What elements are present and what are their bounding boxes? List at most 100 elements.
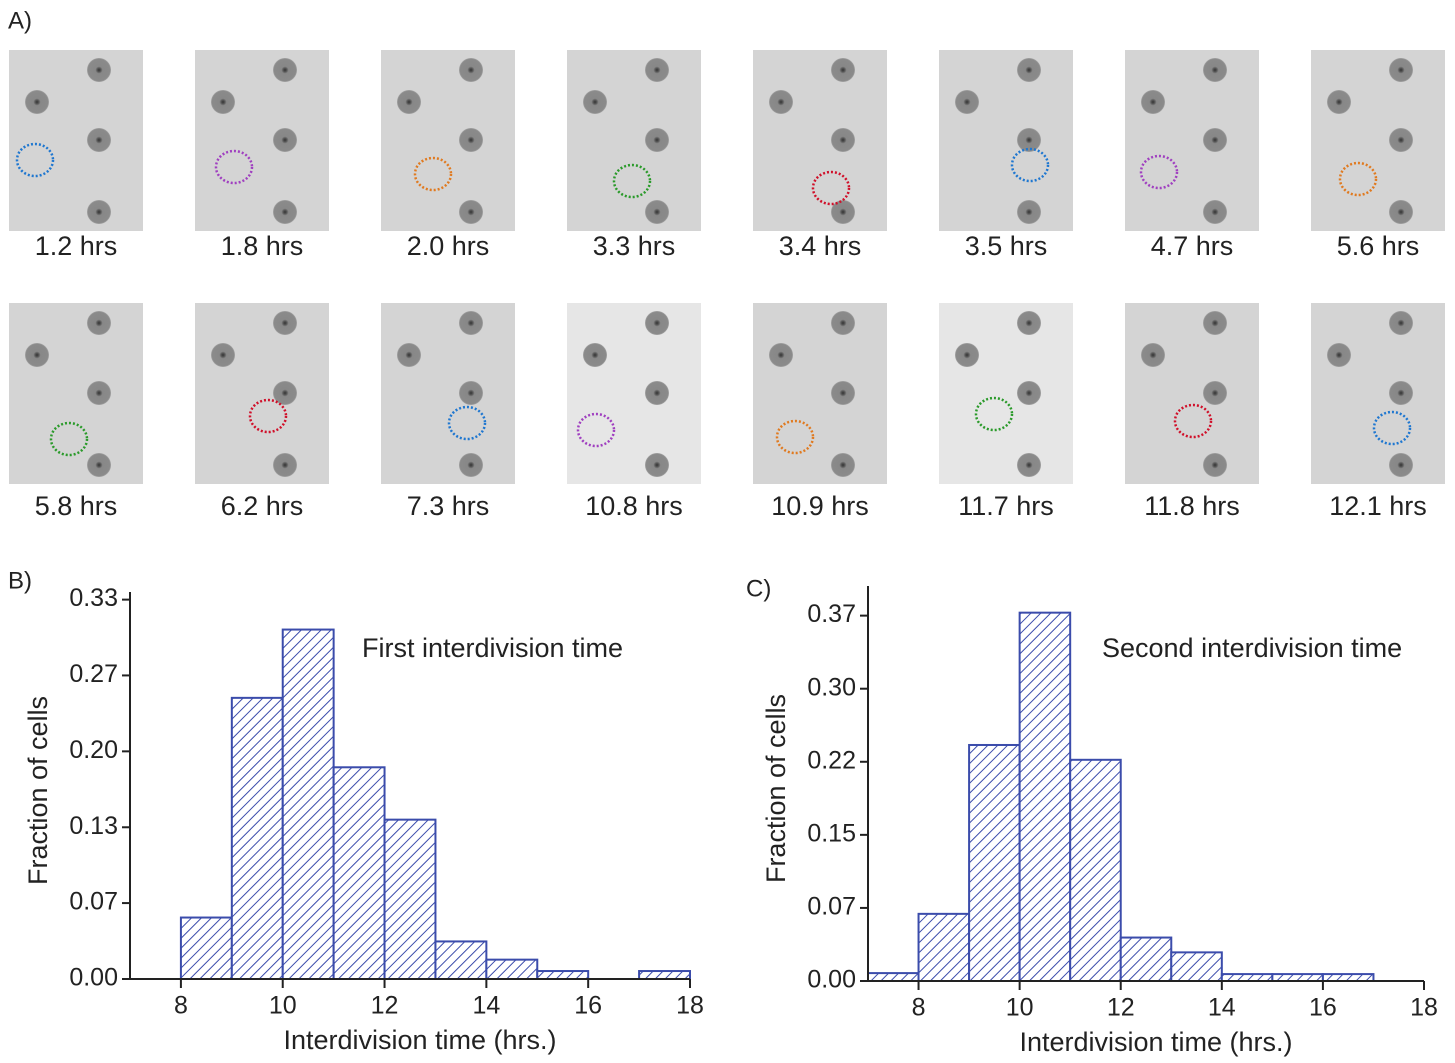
cell [1389,128,1413,152]
cell [397,90,421,114]
cell [831,128,855,152]
cell-outline [214,149,254,185]
cell [955,90,979,114]
cell-outline [1010,147,1050,183]
time-label: 3.4 hrs [779,231,862,261]
cell [459,58,483,82]
cell [459,381,483,405]
y-tick-label: 0.00 [807,966,856,994]
cell [87,381,111,405]
bar [638,970,691,980]
micrograph [753,50,887,231]
micrograph [1125,50,1259,231]
cell-outline [1372,410,1412,446]
cell [1389,381,1413,405]
time-label: 11.7 hrs [958,491,1054,521]
time-label: 11.8 hrs [1144,491,1240,521]
cell [397,343,421,367]
micrograph [567,50,701,231]
panel-label: A) [8,7,32,34]
x-tick-label: 18 [676,992,704,1020]
y-axis-label: Fraction of cells [23,696,53,885]
x-tick-label: 10 [269,992,297,1020]
y-tick-label: 0.07 [807,893,856,921]
y-tick-label: 0.07 [69,888,118,916]
cell [1017,311,1041,335]
bar [1119,936,1173,982]
cell [1389,200,1413,224]
cell [645,311,669,335]
y-tick-label: 0.00 [69,964,118,992]
cell-outline [1338,161,1378,197]
bar [281,628,335,980]
x-tick-label: 14 [472,992,500,1020]
panel-label: B) [8,567,32,594]
cell [645,58,669,82]
cell [583,90,607,114]
cell-outline [974,396,1014,432]
cell-outline [1139,154,1179,190]
micrograph [567,303,701,484]
cell [459,128,483,152]
micrograph [9,50,143,231]
cell-outline [612,163,652,199]
cell [645,128,669,152]
time-label: 2.0 hrs [407,231,490,261]
time-label: 1.8 hrs [221,231,304,261]
cell [87,58,111,82]
cell [831,311,855,335]
cell [273,58,297,82]
y-axis-label: Fraction of cells [761,694,791,883]
cell [459,311,483,335]
annotation: Second interdivision time [1102,633,1402,663]
cell [1017,381,1041,405]
cell [769,343,793,367]
micrograph [753,303,887,484]
y-tick-label: 0.27 [69,660,118,688]
time-label: 3.3 hrs [593,231,676,261]
bar [1271,973,1324,983]
cell [1017,200,1041,224]
x-tick-label: 16 [574,992,602,1020]
cell [1141,343,1165,367]
cell [273,453,297,477]
panel-label: C) [746,575,771,602]
bar [1018,611,1072,982]
cell [25,90,49,114]
cell [87,311,111,335]
cell [1389,58,1413,82]
cell [1389,311,1413,335]
x-tick-label: 12 [371,992,399,1020]
bar [179,916,233,980]
cell [459,453,483,477]
x-tick-label: 14 [1208,994,1236,1022]
cell [1141,90,1165,114]
cell [831,58,855,82]
cell [583,343,607,367]
time-label: 1.2 hrs [35,231,118,261]
cell [1327,90,1351,114]
cell [1017,453,1041,477]
cell [645,453,669,477]
cell [1203,128,1227,152]
bar [332,766,386,980]
cell [1203,453,1227,477]
y-tick-label: 0.30 [807,673,856,701]
cell [1203,200,1227,224]
cell [273,128,297,152]
x-tick-label: 10 [1006,994,1034,1022]
cell [645,381,669,405]
time-label: 4.7 hrs [1151,231,1234,261]
bar [1321,973,1375,983]
bar [968,743,1021,982]
cell [1203,58,1227,82]
x-tick-label: 16 [1309,994,1337,1022]
cell [459,200,483,224]
cell-outline [15,142,55,178]
micrograph [381,303,515,484]
micrograph [1311,303,1445,484]
cell [645,200,669,224]
micrograph [381,50,515,231]
cell [273,200,297,224]
